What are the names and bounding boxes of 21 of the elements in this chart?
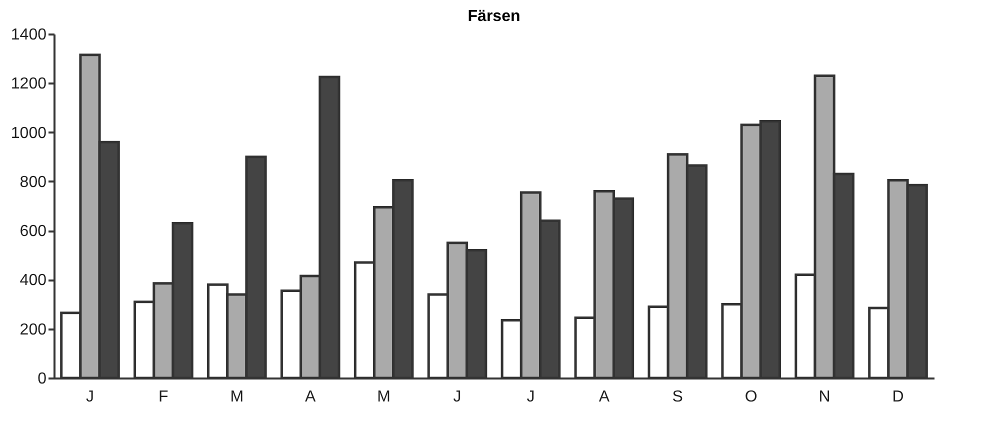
x-tick-label: M [230, 388, 244, 406]
y-tick-label: 800 [20, 174, 47, 191]
y-tick-label: 600 [20, 223, 47, 240]
x-tick-label: N [818, 388, 830, 406]
y-tick-label: 0 [38, 370, 47, 388]
x-tick-label: A [305, 388, 316, 406]
x-tick-label: J [86, 388, 94, 406]
chart-title: Färsen [468, 8, 520, 25]
x-tick-label: A [598, 388, 610, 406]
x-tick-label: F [158, 388, 169, 406]
y-tick-label: 1400 [10, 26, 47, 44]
x-tick-label: J [526, 388, 535, 406]
x-tick-label: S [672, 388, 683, 406]
x-tick-label: O [744, 388, 758, 406]
y-tick-label: 200 [20, 321, 47, 338]
x-tick-label: M [377, 388, 390, 406]
x-tick-label: J [453, 388, 462, 406]
y-tick-label: 1200 [10, 76, 47, 93]
x-tick-label: D [892, 388, 904, 406]
y-tick-label: 400 [20, 272, 47, 290]
y-tick-label: 1000 [10, 124, 47, 142]
